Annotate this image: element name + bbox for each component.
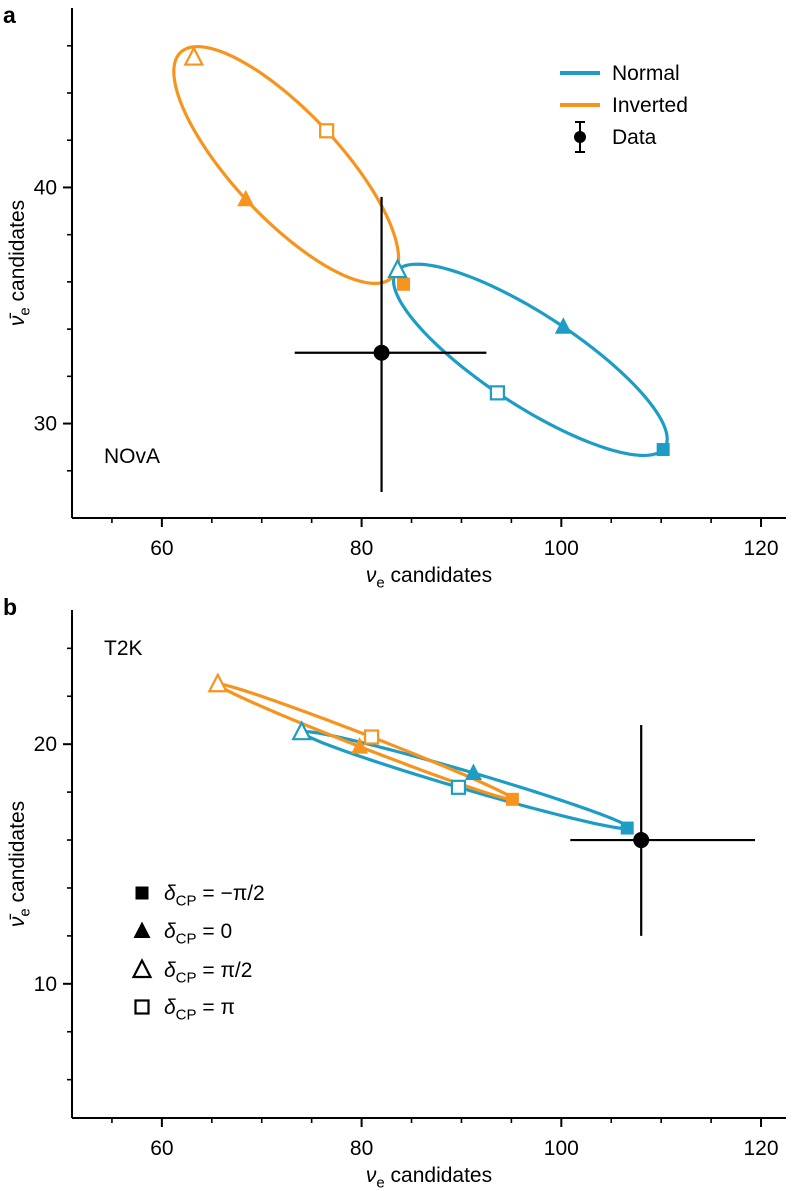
y-tick-label: 30 [34, 413, 57, 436]
open-triangle-marker [387, 258, 408, 279]
open-triangle-marker [183, 45, 205, 66]
x-tick-label: 120 [744, 537, 779, 560]
y-axis-label: ν̄e candidates [6, 200, 34, 326]
open-square-marker [489, 385, 506, 401]
t2k-panel-chart: 60 80 100 120 10 20 νe candidates ν̄e candidate… [6, 610, 786, 1191]
filled-square-marker [620, 821, 634, 835]
y-tick-label: 10 [34, 973, 57, 996]
open-triangle-marker [291, 720, 312, 741]
filled-triangle-marker [351, 737, 369, 754]
legend-label: δCP = π [164, 996, 235, 1024]
filled-triangle-marker [237, 189, 255, 207]
x-axis-label: νe candidates [366, 1164, 492, 1191]
ellipse-inverted-ordering [172, 45, 401, 286]
x-tick-label: 120 [744, 1137, 779, 1160]
open-triangle-marker [207, 672, 229, 693]
x-tick-label: 80 [350, 1137, 373, 1160]
ellipse-normal-ordering [391, 262, 669, 458]
legend-label: Normal [612, 62, 680, 85]
y-axis-label: ν̄e candidates [6, 801, 34, 927]
legend-data-dot-icon [574, 131, 586, 143]
legend-label: δCP = −π/2 [164, 882, 265, 910]
filled-triangle-marker [554, 317, 572, 334]
x-axis-label: νe candidates [366, 564, 492, 588]
open-square-marker [363, 729, 380, 745]
legend-label: δCP = π/2 [164, 959, 252, 987]
open-square-marker [319, 123, 335, 139]
filled-triangle-marker [133, 921, 151, 938]
x-tick-label: 100 [544, 1137, 579, 1160]
filled-square-marker [397, 277, 411, 291]
nova-panel-chart: 60 80 100 120 30 40 νe candidates ν̄e candidate… [6, 8, 786, 588]
panel-b-letter: b [3, 594, 18, 620]
legend-label: δCP = 0 [164, 920, 232, 948]
filled-triangle-marker [464, 763, 482, 780]
panel-a-letter: a [3, 2, 16, 28]
filled-square-marker [505, 792, 519, 806]
data-point [373, 344, 390, 361]
filled-square-marker [656, 443, 670, 457]
data-point [633, 832, 650, 849]
experiment-label: NOvA [104, 445, 160, 468]
filled-square-marker [135, 886, 149, 900]
y-tick-label: 40 [34, 176, 57, 199]
x-tick-label: 60 [150, 537, 173, 560]
open-square-marker [450, 779, 467, 795]
x-tick-label: 60 [150, 1137, 173, 1160]
open-square-marker [134, 999, 150, 1015]
legend-label: Inverted [612, 94, 688, 117]
experiment-label: T2K [104, 637, 143, 660]
legend-label: Data [612, 126, 657, 149]
open-triangle-marker [131, 958, 153, 979]
x-tick-label: 100 [544, 537, 579, 560]
y-tick-label: 20 [34, 733, 57, 756]
x-tick-label: 80 [350, 537, 373, 560]
